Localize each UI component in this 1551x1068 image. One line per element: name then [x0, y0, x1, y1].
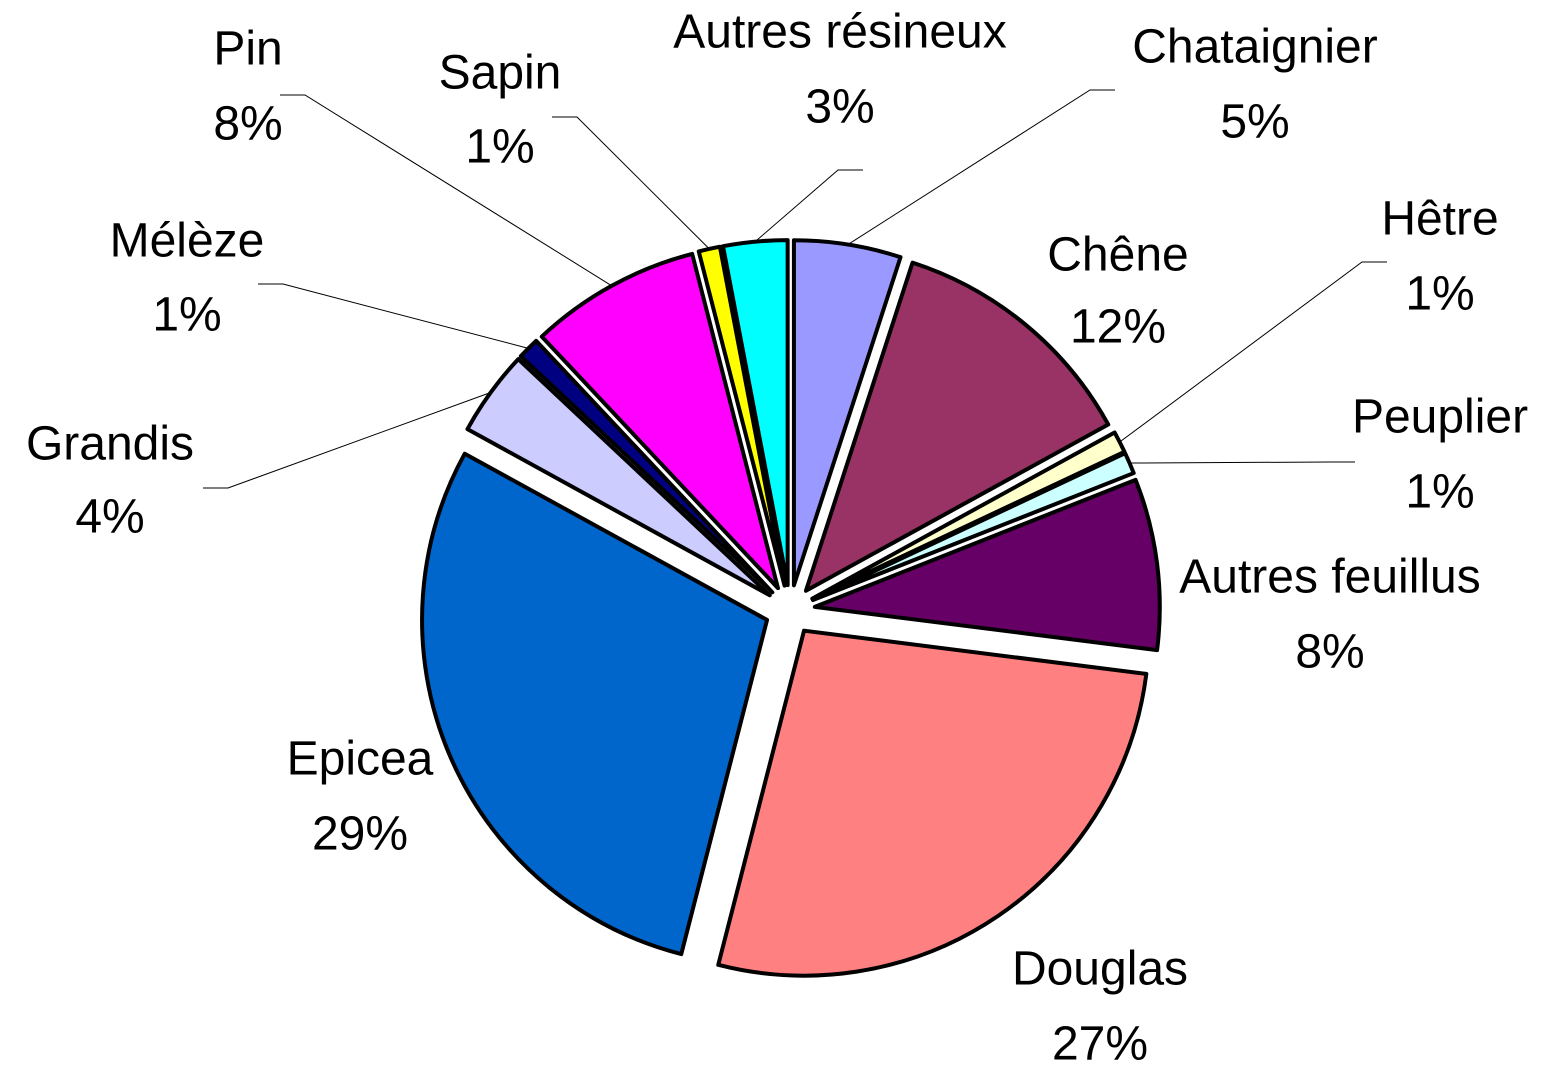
leader-line — [1129, 461, 1355, 464]
slice-label: Epicea — [287, 733, 434, 786]
leader-line — [1119, 261, 1387, 443]
pie-slice — [812, 477, 1162, 653]
value-label: 8% — [213, 98, 282, 151]
value-label: 1% — [465, 121, 534, 174]
slice-label: Autres feuillus — [1179, 551, 1480, 604]
value-label: 12% — [1070, 301, 1166, 354]
slice-label: Sapin — [439, 47, 562, 100]
slice-label: Autres résineux — [673, 6, 1007, 59]
leader-line — [552, 116, 710, 250]
value-label: 5% — [1220, 96, 1289, 149]
slice-label: Mélèze — [110, 215, 265, 268]
value-label: 27% — [1052, 1018, 1148, 1068]
slice-label: Douglas — [1012, 943, 1188, 996]
leader-line — [847, 89, 1115, 245]
leader-line — [258, 283, 529, 349]
value-label: 4% — [75, 491, 144, 544]
value-label: 3% — [805, 81, 874, 134]
pie-slice — [803, 260, 1111, 593]
pie-slice — [518, 338, 775, 595]
value-label: 1% — [1405, 466, 1474, 519]
pie-slice — [716, 628, 1149, 978]
leader-line — [203, 392, 491, 489]
slice-label: Chêne — [1047, 229, 1188, 282]
leader-line — [280, 94, 613, 287]
leader-line — [754, 169, 863, 243]
slice-label: Peuplier — [1352, 391, 1528, 444]
value-label: 29% — [312, 808, 408, 861]
slice-label: Chataignier — [1132, 21, 1378, 74]
slice-label: Grandis — [26, 418, 194, 471]
value-label: 8% — [1295, 626, 1364, 679]
value-label: 1% — [152, 289, 221, 342]
slice-label: Pin — [213, 23, 282, 76]
slice-label: Hêtre — [1381, 193, 1498, 246]
pie-slice — [420, 451, 770, 957]
pie-slice — [721, 238, 790, 588]
value-label: 1% — [1405, 268, 1474, 321]
